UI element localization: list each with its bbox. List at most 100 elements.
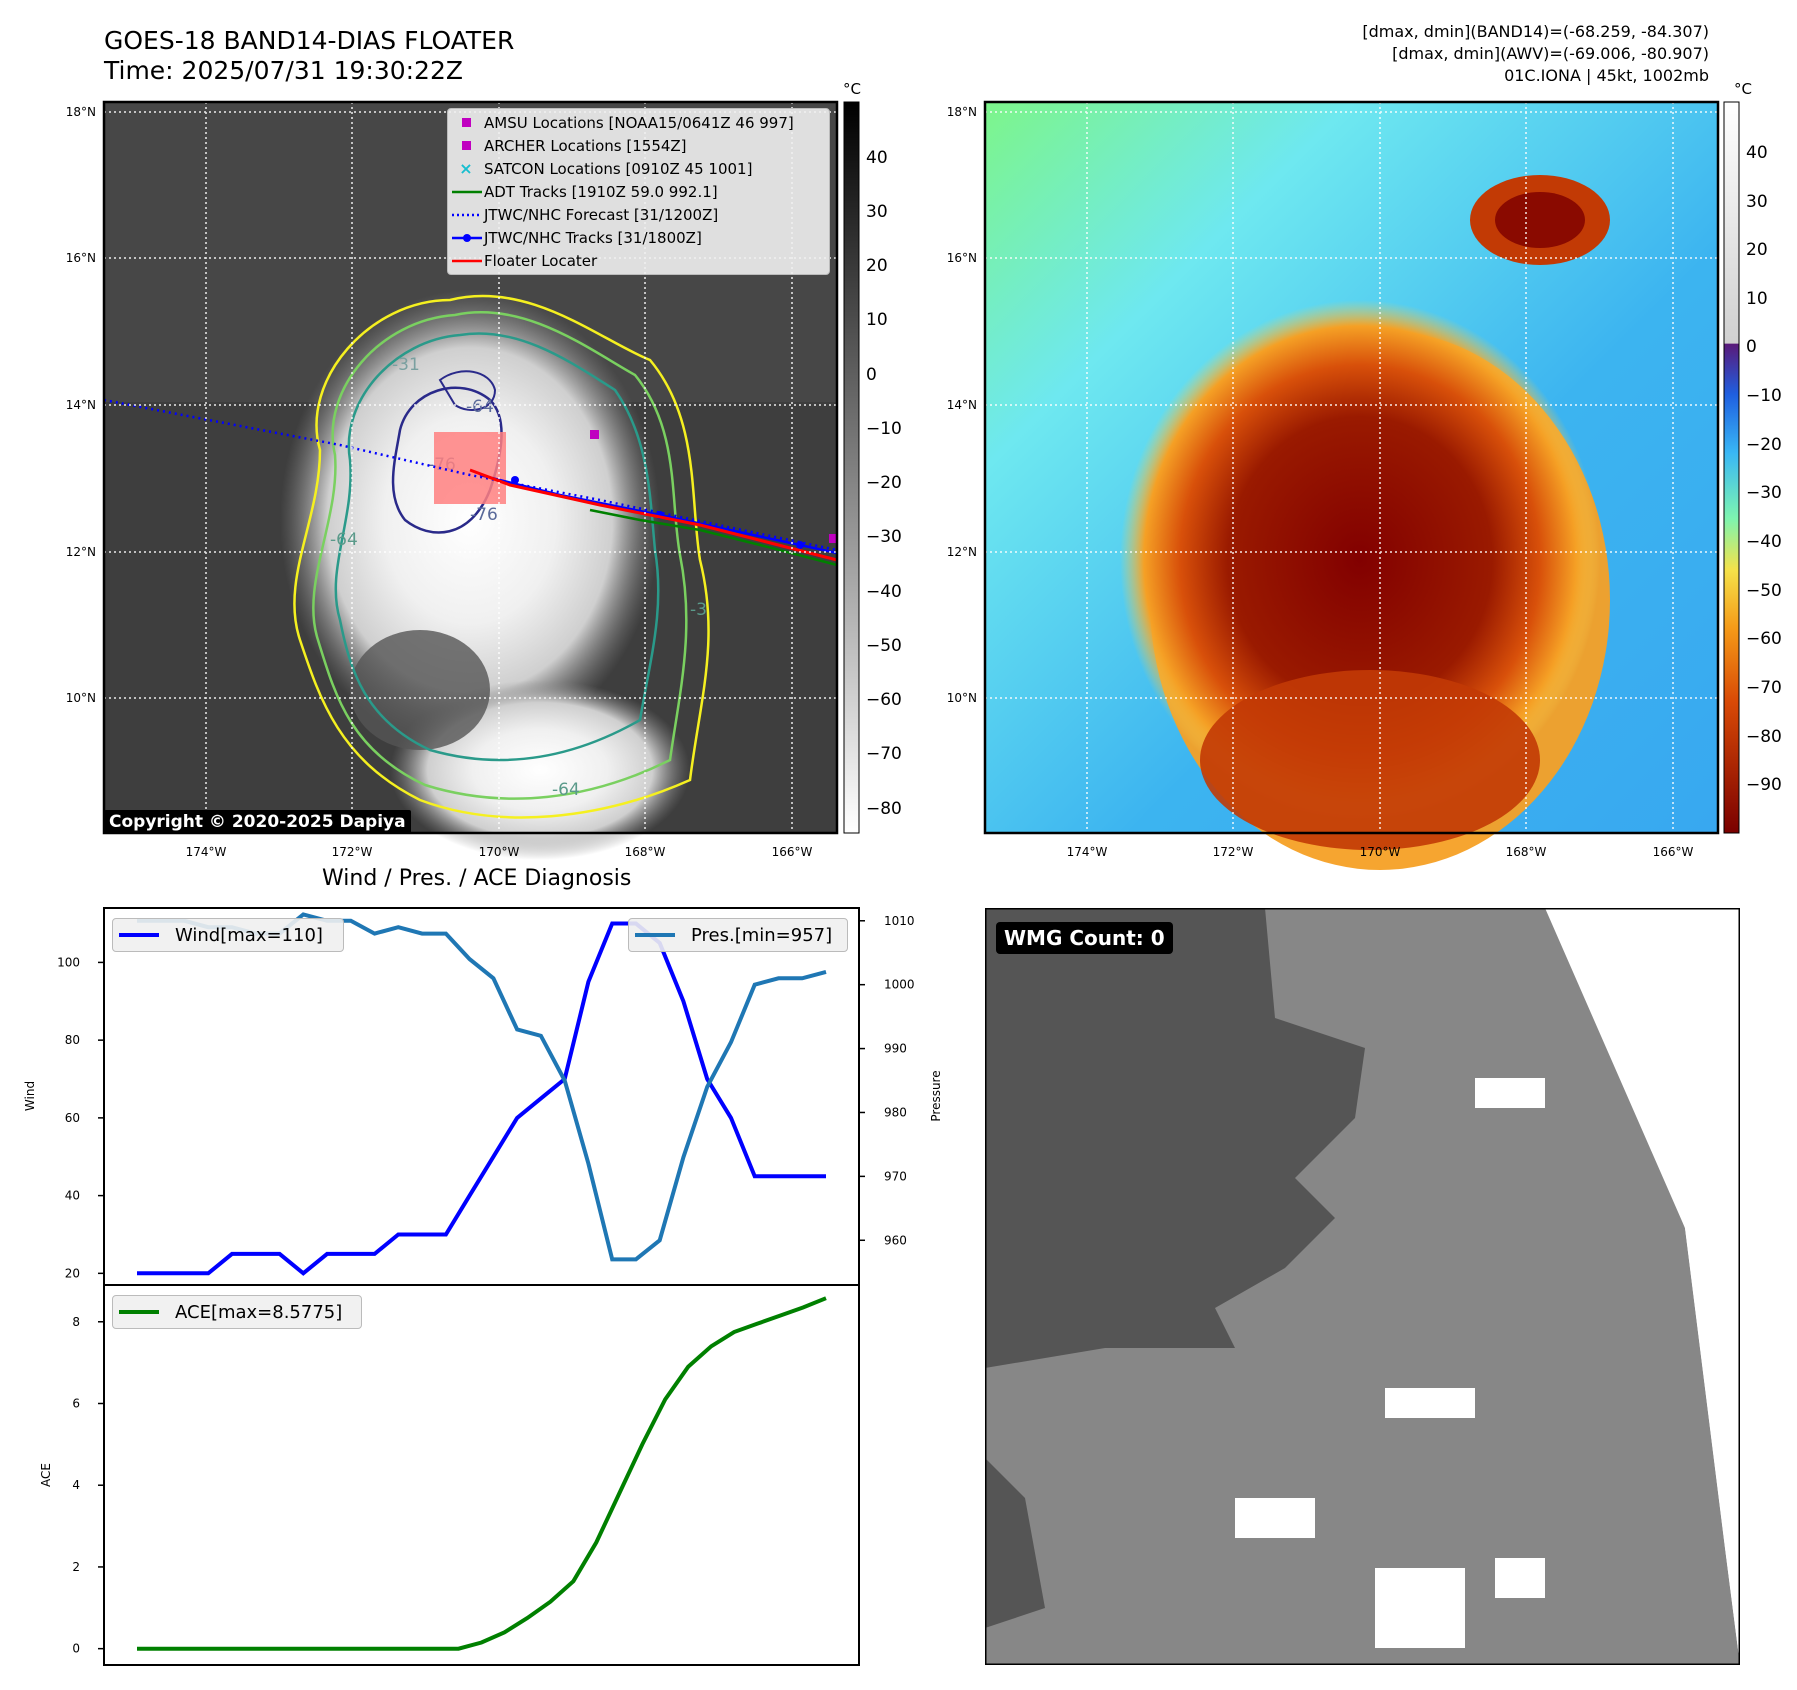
ytick-label: 4 xyxy=(72,1478,80,1492)
storm-info: 01C.IONA | 45kt, 1002mb xyxy=(1504,66,1709,85)
legend-entry: JTWC/NHC Tracks [31/1800Z] xyxy=(448,226,829,249)
legend-label: SATCON Locations [0910Z 45 1001] xyxy=(484,159,753,178)
ytick-label: 40 xyxy=(65,1189,80,1203)
ir-lon-labels: 174°W 172°W 170°W 168°W 166°W xyxy=(186,845,813,859)
wmg-white-patch xyxy=(1475,1078,1545,1108)
wind-legend: Wind[max=110] xyxy=(112,918,344,952)
cbar-tick: −20 xyxy=(1746,435,1782,455)
ytick-label: 80 xyxy=(65,1033,80,1047)
contour-teal xyxy=(334,332,660,762)
lat-label: 14°N xyxy=(66,398,96,412)
lon-label: 170°W xyxy=(479,845,520,859)
ytick-label: 20 xyxy=(65,1266,80,1280)
lat-label: 12°N xyxy=(66,545,96,559)
lat-label: 12°N xyxy=(947,545,977,559)
svg-text:×: × xyxy=(459,159,472,178)
dias-cloud-north-core xyxy=(1495,192,1585,248)
jtwc-point xyxy=(511,476,519,484)
ytick-label: 970 xyxy=(884,1169,907,1183)
contour-label-2: -76 xyxy=(470,505,498,525)
cbar-tick: −30 xyxy=(1746,483,1782,503)
legend-entry: ARCHER Locations [1554Z] xyxy=(448,134,829,157)
ytick-label: 980 xyxy=(884,1105,907,1119)
ytick-label: 1010 xyxy=(884,914,915,928)
contour-light-green xyxy=(312,311,688,800)
dmax-band14: [dmax, dmin](BAND14)=(-68.259, -84.307) xyxy=(1362,22,1709,41)
cbar-tick: −90 xyxy=(1746,775,1782,795)
legend-entry: AMSU Locations [NOAA15/0641Z 46 997] xyxy=(448,111,829,134)
ytick-label: 6 xyxy=(72,1396,80,1410)
wmg-dark-region-sw xyxy=(985,1458,1045,1628)
diagnosis-title: Wind / Pres. / ACE Diagnosis xyxy=(322,866,632,891)
pressure-yticks: 960 970 980 990 1000 1010 xyxy=(859,914,915,1247)
ir-colorbar xyxy=(843,101,860,834)
ytick-label: 60 xyxy=(65,1111,80,1125)
cbar-tick: −10 xyxy=(1746,386,1782,406)
lon-label: 172°W xyxy=(332,845,373,859)
contour-yellow xyxy=(293,294,710,819)
lon-label: 172°W xyxy=(1213,845,1254,859)
lat-label: 10°N xyxy=(66,691,96,705)
ace-axes xyxy=(103,1284,860,1666)
cbar-tick: 30 xyxy=(1746,192,1768,212)
legend-label: JTWC/NHC Forecast [31/1200Z] xyxy=(484,205,719,224)
legend-symbol xyxy=(448,180,484,203)
lon-label: 166°W xyxy=(1653,845,1694,859)
dmax-awv: [dmax, dmin](AWV)=(-69.006, -80.907) xyxy=(1392,44,1709,63)
ir-lat-labels: 18°N 16°N 14°N 12°N 10°N xyxy=(66,105,96,705)
legend-symbol xyxy=(448,134,484,157)
cbar-tick: −50 xyxy=(866,636,902,656)
cbar-tick: 10 xyxy=(1746,289,1768,309)
wmg-white-region-east xyxy=(1585,908,1740,1665)
wind-series-line xyxy=(137,921,826,1276)
pressure-ylabel: Pressure xyxy=(929,1070,943,1121)
legend-label: AMSU Locations [NOAA15/0641Z 46 997] xyxy=(484,113,794,132)
forecast-track xyxy=(103,398,838,552)
ir-map-panel: -64 -76 -64 -76 -31 -64 -3 18°N 16°N 14°… xyxy=(66,80,1782,870)
figure-time: Time: 2025/07/31 19:30:22Z xyxy=(104,56,463,85)
dias-colorbar xyxy=(1723,101,1740,834)
jtwc-point xyxy=(796,541,804,549)
floater-locater xyxy=(469,468,838,562)
cbar-tick: −20 xyxy=(866,473,902,493)
lon-label: 166°W xyxy=(772,845,813,859)
ytick-label: 960 xyxy=(884,1233,907,1247)
ace-yticks: 0 2 4 6 8 xyxy=(72,1315,104,1656)
lat-label: 18°N xyxy=(66,105,96,119)
legend-label: Floater Locater xyxy=(484,251,598,270)
legend-entry: Floater Locater xyxy=(448,249,829,272)
lat-label: 16°N xyxy=(66,251,96,265)
amsu-marker xyxy=(829,534,838,543)
contour-label-7: -3 xyxy=(690,600,707,620)
wmg-white-patch xyxy=(1385,1388,1475,1418)
legend-symbol xyxy=(448,249,484,272)
contour-label-5: -31 xyxy=(392,355,420,375)
dias-lon-labels: 174°W 172°W 170°W 168°W 166°W xyxy=(1067,845,1694,859)
cbar-tick: 40 xyxy=(1746,143,1768,163)
wind-yticks: 20 40 60 80 100 xyxy=(57,955,104,1280)
dias-lat-labels: 18°N 16°N 14°N 12°N 10°N xyxy=(947,105,977,705)
ace-ylabel: ACE xyxy=(39,1463,53,1487)
cbar-tick: 0 xyxy=(1746,337,1757,357)
dias-colorbar-ticks: 40 30 20 10 0 −10 −20 −30 −40 −50 −60 −7… xyxy=(1746,143,1782,795)
wmg-panel xyxy=(985,908,1740,1665)
dias-map-frame xyxy=(983,100,1720,835)
figure-title: GOES-18 BAND14-DIAS FLOATER xyxy=(104,26,515,55)
lat-label: 18°N xyxy=(947,105,977,119)
lon-label: 168°W xyxy=(625,845,666,859)
cbar-tick: −40 xyxy=(1746,532,1782,552)
lon-label: 168°W xyxy=(1506,845,1547,859)
cbar-tick: −70 xyxy=(1746,678,1782,698)
legend-label: ADT Tracks [1910Z 59.0 992.1] xyxy=(484,182,718,201)
cbar-tick: 10 xyxy=(866,310,888,330)
cbar-tick: −30 xyxy=(866,527,902,547)
wmg-white-patch xyxy=(1235,1498,1315,1538)
ir-legend: AMSU Locations [NOAA15/0641Z 46 997] ARCH… xyxy=(447,108,830,275)
ytick-label: 1000 xyxy=(884,978,915,992)
legend-symbol: × xyxy=(448,157,484,180)
ytick-label: 100 xyxy=(57,955,80,969)
cbar-tick: 30 xyxy=(866,202,888,222)
ace-legend: ACE[max=8.5775] xyxy=(112,1295,362,1329)
wind-pressure-axes xyxy=(103,907,860,1286)
